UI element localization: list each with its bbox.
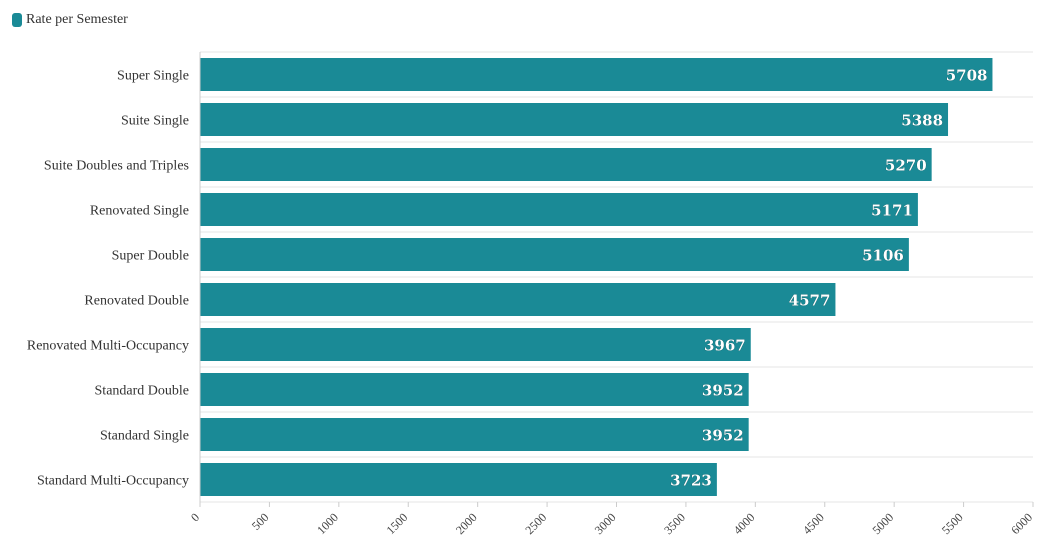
x-tick-label: 6000 [1008, 510, 1035, 537]
category-label: Standard Single [100, 429, 189, 444]
x-tick-label: 3000 [592, 510, 619, 537]
x-tick-label: 1500 [384, 510, 411, 537]
bar [200, 238, 909, 271]
bar [200, 58, 993, 91]
data-label: 3952 [702, 427, 744, 445]
legend-swatch [12, 13, 22, 27]
category-label: Super Single [117, 69, 189, 84]
data-label: 5106 [862, 247, 904, 265]
category-label: Renovated Single [90, 204, 189, 219]
legend-label: Rate per Semester [26, 12, 128, 27]
bar [200, 328, 751, 361]
category-label: Suite Single [121, 114, 189, 129]
data-label: 5270 [885, 157, 927, 175]
category-label: Standard Double [95, 384, 189, 399]
x-tick-label: 2000 [453, 510, 480, 537]
bar [200, 283, 836, 316]
legend: Rate per Semester [12, 12, 128, 28]
x-tick-label: 0 [188, 510, 202, 524]
data-label: 5171 [871, 202, 913, 220]
data-label: 3967 [704, 337, 746, 355]
data-label: 3952 [702, 382, 744, 400]
x-tick-label: 4000 [731, 510, 758, 537]
x-tick-label: 3500 [661, 510, 688, 537]
bar [200, 148, 932, 181]
x-tick-label: 4500 [800, 510, 827, 537]
x-tick-label: 2500 [522, 510, 549, 537]
x-tick-label: 5000 [869, 510, 896, 537]
bar [200, 373, 749, 406]
data-label: 4577 [789, 292, 831, 310]
category-label: Suite Doubles and Triples [44, 159, 189, 174]
category-label: Renovated Multi-Occupancy [27, 339, 189, 354]
category-label: Super Double [112, 249, 189, 264]
category-label: Standard Multi-Occupancy [37, 474, 189, 489]
data-label: 5708 [946, 67, 988, 85]
category-label: Renovated Double [84, 294, 189, 309]
x-tick-label: 1000 [314, 510, 341, 537]
x-tick-label: 5500 [939, 510, 966, 537]
bar [200, 463, 717, 496]
x-tick-label: 500 [249, 510, 272, 533]
bar [200, 418, 749, 451]
bar [200, 193, 918, 226]
data-label: 5388 [901, 112, 943, 130]
bar [200, 103, 949, 136]
data-label: 3723 [670, 472, 712, 490]
